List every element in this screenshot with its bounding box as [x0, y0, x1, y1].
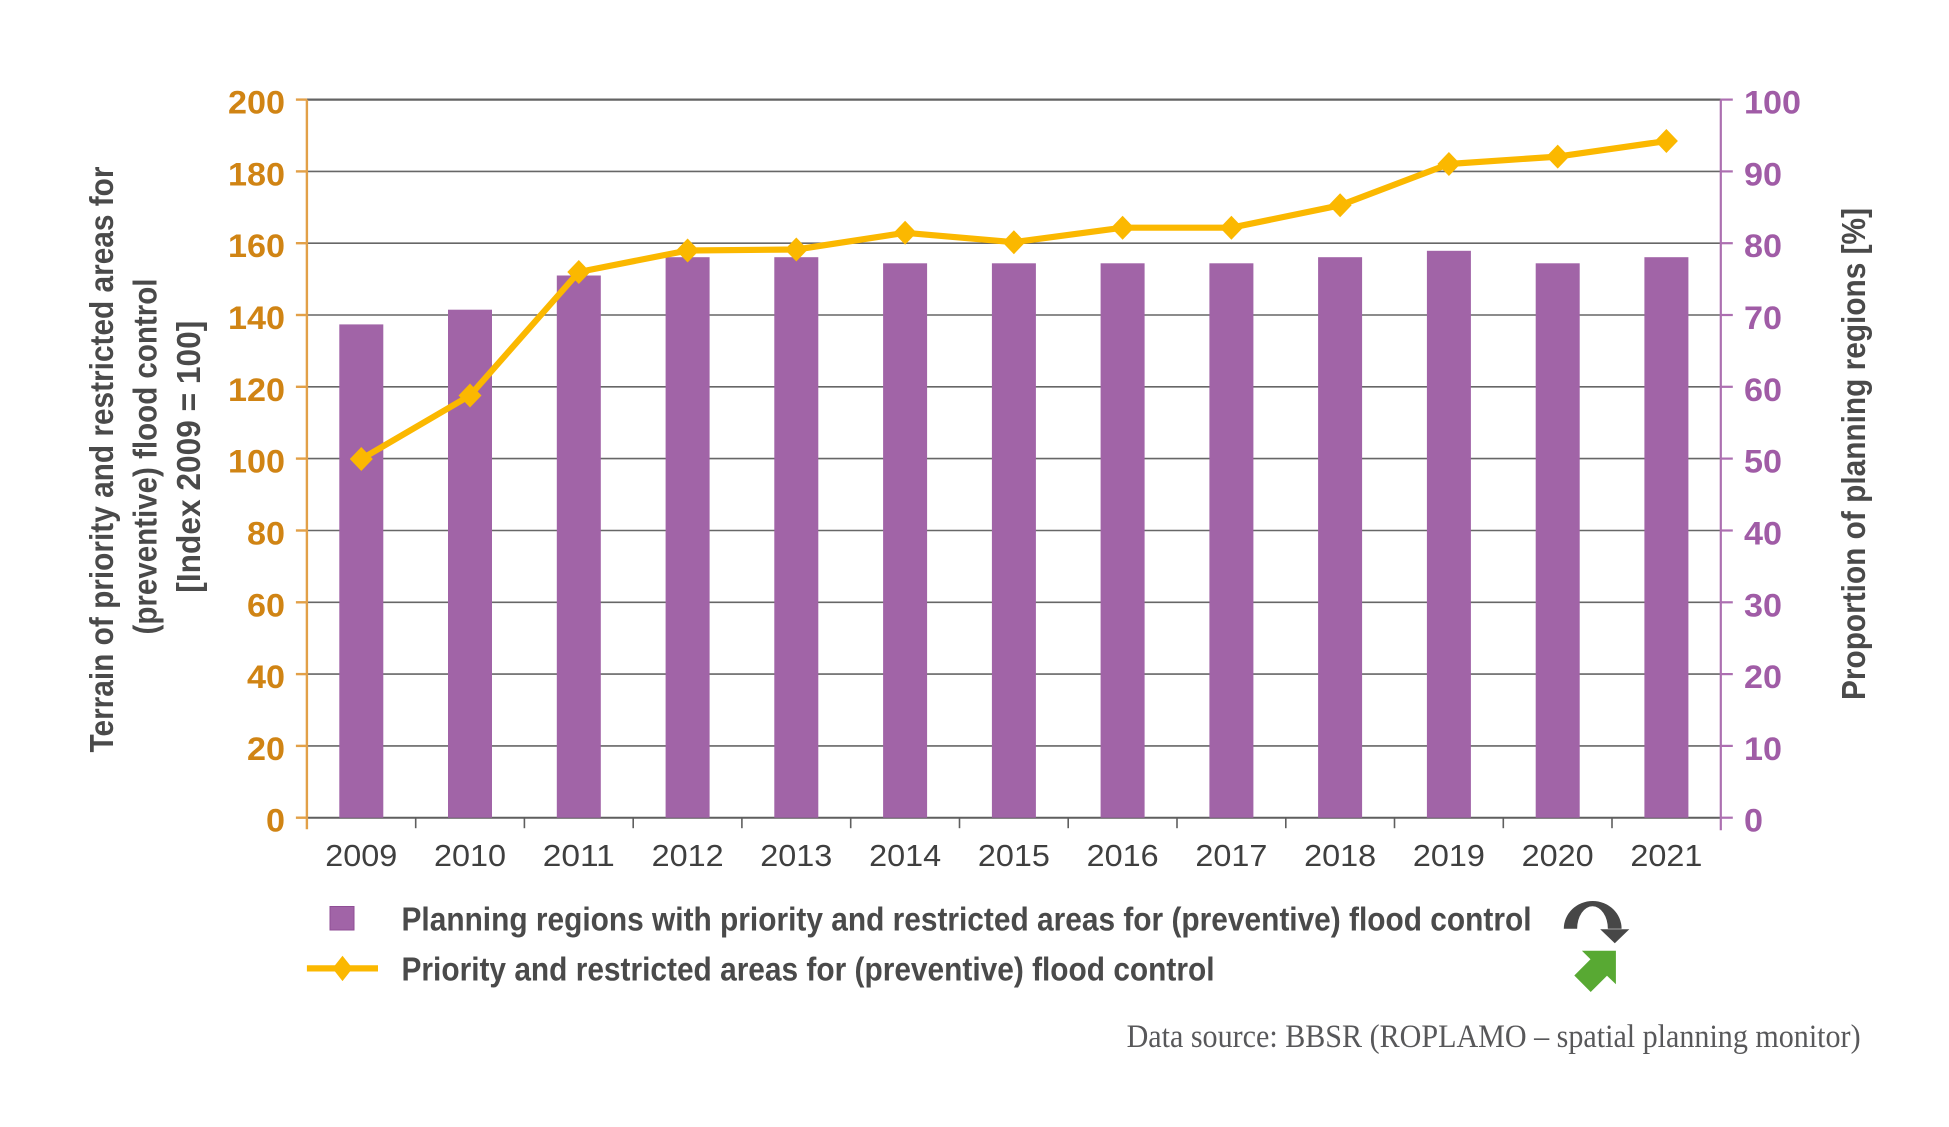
svg-text:(preventive) flood control: (preventive) flood control: [127, 279, 164, 635]
svg-text:2018: 2018: [1304, 838, 1376, 873]
svg-text:90: 90: [1744, 156, 1782, 192]
svg-text:160: 160: [228, 228, 285, 264]
svg-text:2016: 2016: [1087, 838, 1159, 873]
svg-text:20: 20: [1744, 659, 1782, 695]
svg-text:Terrain of priority and restri: Terrain of priority and restricted areas…: [83, 166, 120, 752]
svg-text:Planning regions with priority: Planning regions with priority and restr…: [402, 901, 1532, 938]
svg-text:Proportion of planning regions: Proportion of planning regions [%]: [1835, 208, 1872, 700]
svg-text:2012: 2012: [652, 838, 724, 873]
svg-text:140: 140: [228, 300, 285, 336]
svg-text:60: 60: [1744, 372, 1782, 408]
svg-text:2013: 2013: [760, 838, 832, 873]
svg-text:2021: 2021: [1630, 838, 1702, 873]
svg-text:0: 0: [266, 803, 285, 839]
svg-text:[Index 2009 = 100]: [Index 2009 = 100]: [170, 321, 207, 593]
svg-text:Priority and restricted areas: Priority and restricted areas for (preve…: [402, 951, 1215, 988]
svg-text:100: 100: [1744, 85, 1801, 121]
svg-text:40: 40: [247, 659, 285, 695]
svg-text:80: 80: [247, 516, 285, 552]
svg-text:2011: 2011: [543, 838, 615, 873]
svg-text:100: 100: [228, 444, 285, 480]
svg-text:2020: 2020: [1522, 838, 1594, 873]
svg-text:40: 40: [1744, 516, 1782, 552]
svg-text:0: 0: [1744, 803, 1763, 839]
svg-text:10: 10: [1744, 731, 1782, 767]
svg-text:2010: 2010: [434, 838, 506, 873]
svg-text:2014: 2014: [869, 838, 941, 873]
svg-text:80: 80: [1744, 228, 1782, 264]
svg-text:2015: 2015: [978, 838, 1050, 873]
svg-text:120: 120: [228, 372, 285, 408]
svg-text:50: 50: [1744, 444, 1782, 480]
svg-text:2017: 2017: [1195, 838, 1267, 873]
svg-text:Data source: BBSR (ROPLAMO – s: Data source: BBSR (ROPLAMO – spatial pla…: [1127, 1019, 1861, 1055]
svg-text:30: 30: [1744, 587, 1782, 623]
svg-text:180: 180: [228, 156, 285, 192]
svg-text:20: 20: [247, 731, 285, 767]
svg-text:2009: 2009: [325, 838, 397, 873]
svg-text:200: 200: [228, 85, 285, 121]
svg-text:70: 70: [1744, 300, 1782, 336]
svg-text:60: 60: [247, 587, 285, 623]
svg-text:2019: 2019: [1413, 838, 1485, 873]
